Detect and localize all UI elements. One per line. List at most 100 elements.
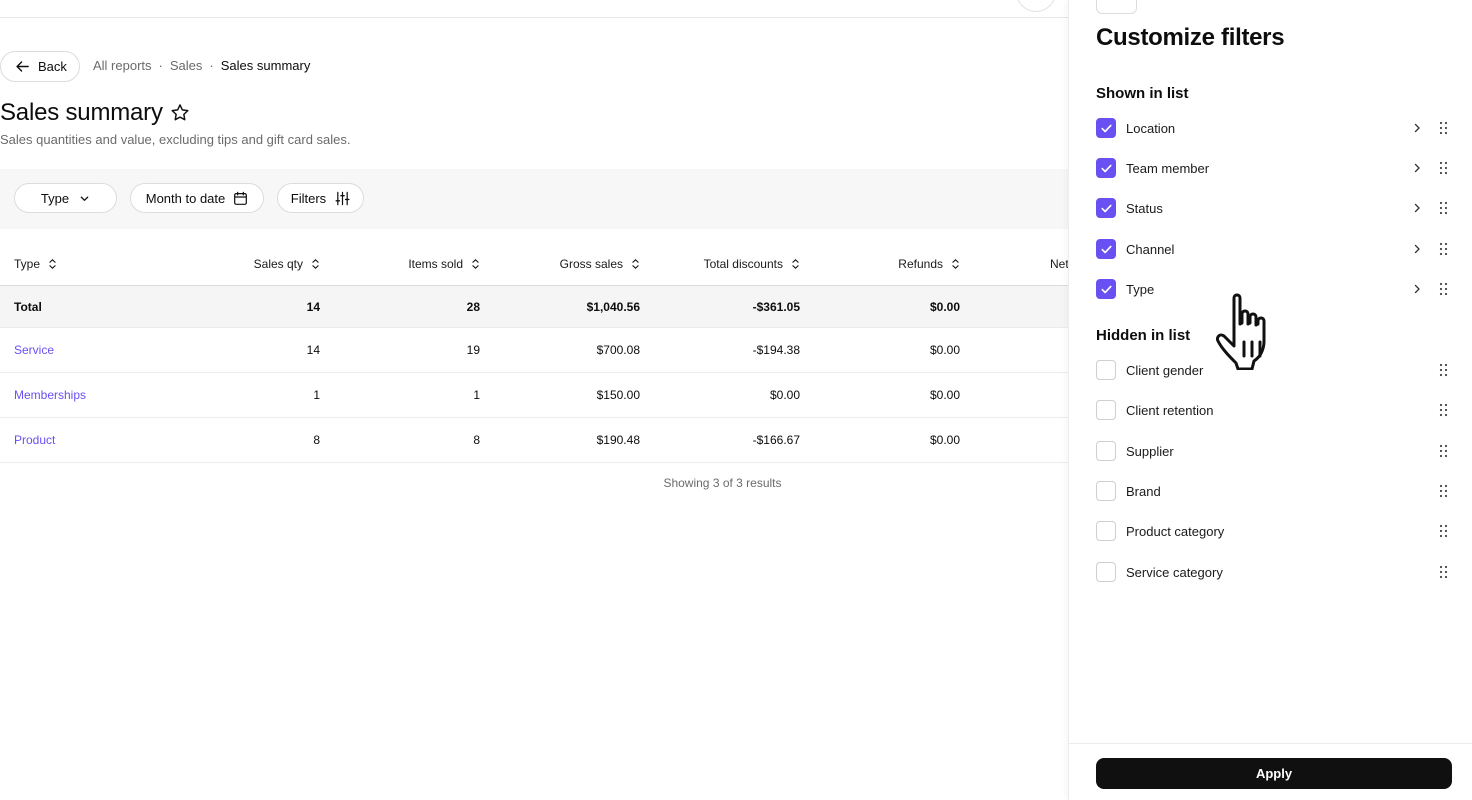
cell-gross-sales: $700.08 bbox=[596, 343, 640, 357]
check-icon bbox=[1100, 124, 1112, 132]
date-range-label: Month to date bbox=[145, 190, 226, 206]
filter-checkbox[interactable] bbox=[1096, 118, 1116, 138]
date-range-button[interactable]: Month to date bbox=[130, 183, 264, 213]
filter-checkbox[interactable] bbox=[1096, 279, 1116, 299]
sort-updown-icon[interactable] bbox=[48, 258, 57, 270]
cell-refunds: $0.00 bbox=[929, 388, 960, 402]
filter-checkbox[interactable] bbox=[1096, 360, 1116, 380]
cell-type-link[interactable]: Product bbox=[14, 433, 56, 447]
filter-item-status[interactable]: Status bbox=[1096, 196, 1456, 220]
filter-checkbox[interactable] bbox=[1096, 239, 1116, 259]
column-header-refunds[interactable]: Refunds bbox=[830, 243, 960, 285]
column-header-type[interactable]: Type bbox=[14, 243, 174, 285]
cell-type-link[interactable]: Memberships bbox=[14, 388, 87, 402]
breadcrumb-sales[interactable]: Sales bbox=[169, 58, 203, 73]
cell-refunds: $0.00 bbox=[929, 343, 960, 357]
sort-updown-icon[interactable] bbox=[631, 258, 640, 270]
filter-item-client-retention[interactable]: Client retention bbox=[1096, 398, 1456, 422]
filter-item-client-gender[interactable]: Client gender bbox=[1096, 358, 1456, 382]
hidden-in-list-heading: Hidden in list bbox=[1096, 327, 1191, 344]
cell-items-sold: 28 bbox=[466, 299, 480, 314]
drag-handle-icon[interactable] bbox=[1439, 484, 1448, 498]
breadcrumb-separator: · bbox=[209, 58, 214, 73]
filter-item-channel[interactable]: Channel bbox=[1096, 237, 1456, 261]
cell-refunds: $0.00 bbox=[929, 299, 960, 314]
sales-summary-table: Type Sales qty Items sold Gross sales To… bbox=[0, 243, 1068, 463]
filter-checkbox[interactable] bbox=[1096, 158, 1116, 178]
drag-handle-icon[interactable] bbox=[1439, 161, 1448, 175]
drag-handle-icon[interactable] bbox=[1439, 565, 1448, 579]
column-header-items-sold[interactable]: Items sold bbox=[350, 243, 480, 285]
filter-toolbar: Type Month to date Filters bbox=[0, 169, 1068, 229]
sort-updown-icon[interactable] bbox=[471, 258, 480, 270]
column-header-label: Type bbox=[14, 257, 41, 271]
filter-item-label: Client retention bbox=[1126, 402, 1214, 418]
panel-close-button[interactable] bbox=[1096, 0, 1137, 14]
sort-updown-icon[interactable] bbox=[951, 258, 960, 270]
sort-updown-icon[interactable] bbox=[791, 258, 800, 270]
column-header-label: Gross sales bbox=[559, 257, 623, 271]
check-icon bbox=[1100, 285, 1112, 293]
cell-gross-sales: $1,040.56 bbox=[586, 299, 640, 314]
drag-handle-icon[interactable] bbox=[1439, 282, 1448, 296]
customize-filters-panel: Customize filters Shown in list Location… bbox=[1068, 0, 1472, 800]
filter-item-label: Status bbox=[1126, 200, 1163, 216]
drag-handle-icon[interactable] bbox=[1439, 121, 1448, 135]
page-subtitle: Sales quantities and value, excluding ti… bbox=[0, 132, 351, 147]
filter-item-type[interactable]: Type bbox=[1096, 277, 1456, 301]
chevron-right-icon[interactable] bbox=[1411, 122, 1423, 134]
drag-handle-icon[interactable] bbox=[1439, 524, 1448, 538]
page-title: Sales summary bbox=[0, 99, 163, 126]
table-row: Service 14 19 $700.08 -$194.38 $0.00 bbox=[0, 328, 1068, 373]
chevron-right-icon[interactable] bbox=[1411, 202, 1423, 214]
cell-items-sold: 8 bbox=[473, 433, 480, 447]
star-icon[interactable] bbox=[169, 102, 191, 124]
chevron-right-icon[interactable] bbox=[1411, 162, 1423, 174]
filter-checkbox[interactable] bbox=[1096, 400, 1116, 420]
column-header-net[interactable]: Net bbox=[1050, 243, 1068, 285]
profile-avatar-button[interactable] bbox=[1016, 0, 1056, 12]
filter-checkbox[interactable] bbox=[1096, 562, 1116, 582]
table-total-row: Total 14 28 $1,040.56 -$361.05 $0.00 bbox=[0, 286, 1068, 328]
column-header-label: Items sold bbox=[408, 257, 463, 271]
apply-button[interactable]: Apply bbox=[1096, 758, 1452, 789]
column-header-gross-sales[interactable]: Gross sales bbox=[510, 243, 640, 285]
drag-handle-icon[interactable] bbox=[1439, 444, 1448, 458]
filter-item-label: Team member bbox=[1126, 160, 1210, 176]
panel-title: Customize filters bbox=[1096, 24, 1285, 51]
breadcrumb-all-reports[interactable]: All reports bbox=[93, 58, 152, 73]
filter-item-brand[interactable]: Brand bbox=[1096, 479, 1456, 503]
filter-checkbox[interactable] bbox=[1096, 198, 1116, 218]
check-icon bbox=[1100, 204, 1112, 212]
filter-item-supplier[interactable]: Supplier bbox=[1096, 439, 1456, 463]
drag-handle-icon[interactable] bbox=[1439, 363, 1448, 377]
filter-checkbox[interactable] bbox=[1096, 521, 1116, 541]
cell-type: Total bbox=[14, 299, 42, 314]
filters-button[interactable]: Filters bbox=[277, 183, 364, 213]
column-header-label: Net bbox=[1050, 257, 1068, 271]
drag-handle-icon[interactable] bbox=[1439, 242, 1448, 256]
filter-checkbox[interactable] bbox=[1096, 481, 1116, 501]
column-header-label: Refunds bbox=[898, 257, 943, 271]
filter-item-product-category[interactable]: Product category bbox=[1096, 519, 1456, 543]
filter-item-location[interactable]: Location bbox=[1096, 116, 1456, 140]
chevron-right-icon[interactable] bbox=[1411, 243, 1423, 255]
chevron-right-icon[interactable] bbox=[1411, 283, 1423, 295]
filter-item-team-member[interactable]: Team member bbox=[1096, 156, 1456, 180]
filter-item-label: Location bbox=[1126, 120, 1176, 136]
type-dropdown[interactable]: Type bbox=[14, 183, 117, 213]
main-content: Back All reports · Sales · Sales summary… bbox=[0, 0, 1068, 490]
back-button[interactable]: Back bbox=[0, 51, 80, 82]
column-header-total-discounts[interactable]: Total discounts bbox=[670, 243, 800, 285]
cell-type-link[interactable]: Service bbox=[14, 343, 55, 357]
filter-item-label: Supplier bbox=[1126, 443, 1174, 459]
panel-footer: Apply bbox=[1069, 743, 1472, 800]
filter-checkbox[interactable] bbox=[1096, 441, 1116, 461]
cell-items-sold: 19 bbox=[466, 343, 480, 357]
drag-handle-icon[interactable] bbox=[1439, 403, 1448, 417]
column-header-sales-qty[interactable]: Sales qty bbox=[190, 243, 320, 285]
filter-item-service-category[interactable]: Service category bbox=[1096, 560, 1456, 584]
sort-updown-icon[interactable] bbox=[311, 258, 320, 270]
filter-item-label: Brand bbox=[1126, 483, 1161, 499]
drag-handle-icon[interactable] bbox=[1439, 201, 1448, 215]
